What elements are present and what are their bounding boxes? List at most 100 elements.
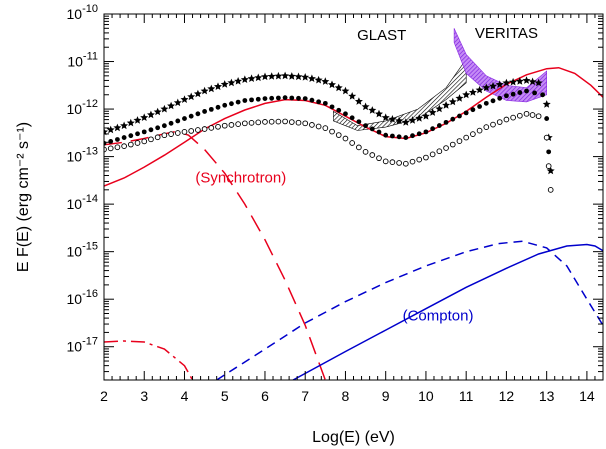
star-marker [307,74,316,82]
star-marker [468,88,477,96]
star-marker [200,86,209,95]
dot-marker [497,95,503,101]
dot-marker [202,109,208,114]
star-marker [160,104,169,113]
band-hatched-violet [453,28,547,103]
dot-marker [443,119,449,125]
circle-marker [228,122,235,128]
dot-marker [477,104,482,109]
star-marker [408,116,417,124]
circle-marker [315,123,322,130]
x-tick-label: 4 [181,388,189,404]
dot-marker [182,116,187,121]
dot-marker [175,118,181,124]
circle-marker [529,112,536,118]
annotation-label: (Compton) [403,308,474,325]
y-tick-label: 10-15 [67,241,98,260]
circle-marker [496,119,503,125]
star-marker [287,72,296,80]
star-marker [173,98,182,107]
series-markers-dots [104,88,552,155]
x-tick-label: 6 [261,388,269,404]
circle-marker [342,135,349,142]
circle-marker [107,145,114,152]
star-marker [193,89,202,98]
y-tick-label: 10-16 [67,288,98,307]
dot-marker [242,98,248,103]
dot-marker [343,111,348,117]
dot-marker [229,101,234,107]
dot-marker [195,111,201,117]
circle-marker [516,112,523,119]
circle-marker [268,118,275,125]
star-marker [435,104,444,113]
star-marker [401,118,410,126]
labels-layer: 2 3 4 5 6 7 8 9 10 11 12 13 14 10-10 10-11 10-12 10-13 10… [15,3,595,446]
star-marker [375,109,383,118]
circle-marker [148,136,154,143]
star-marker [274,71,283,80]
star-marker [368,106,377,114]
circle-marker [241,120,248,127]
star-marker [294,72,303,81]
star-marker [502,78,511,87]
dot-marker [148,127,154,133]
dot-marker [546,149,552,155]
dot-marker [490,98,496,104]
dot-marker [410,133,415,139]
circle-marker [436,148,443,155]
circle-marker [356,144,362,151]
star-marker [153,107,162,116]
dot-marker [282,95,288,101]
star-marker [428,108,437,116]
star-marker [475,85,484,94]
dot-marker [416,131,422,137]
circle-marker [335,132,342,138]
dot-marker [316,99,322,105]
star-marker [321,77,330,85]
circle-marker [322,125,329,131]
circle-marker [215,123,221,130]
series-markers-stars [104,71,555,175]
star-marker [361,102,370,111]
dot-marker [302,96,308,102]
circle-marker [141,138,148,145]
star-marker [522,76,531,84]
y-tick-label: 10-13 [67,146,98,165]
circle-marker [168,131,174,137]
circle-marker [104,146,107,153]
circle-marker [161,132,168,139]
circle-marker [329,128,335,135]
star-marker [348,92,357,100]
circle-marker [409,158,416,165]
star-marker [381,113,390,121]
dot-marker [269,95,275,101]
circle-marker [429,151,436,158]
circle-marker [188,128,195,134]
dot-marker [430,126,436,132]
star-marker [180,95,189,103]
star-marker [509,77,518,86]
x-tick-label: 9 [382,388,390,404]
dot-marker [524,88,529,94]
circle-marker [362,148,369,155]
dot-marker [483,100,489,106]
series-line-2 [104,340,194,380]
dot-marker [155,125,161,131]
x-tick-label: 12 [499,388,515,404]
star-marker [147,110,155,119]
y-tick-label: 10-11 [67,51,98,70]
dot-marker [329,104,335,110]
dot-marker [215,104,221,110]
dot-marker [108,138,114,144]
star-marker [489,81,497,90]
star-marker [528,77,537,86]
dot-marker [262,96,268,102]
star-marker [104,127,108,136]
dot-marker [255,96,261,102]
dot-marker [436,123,442,128]
circle-marker [181,129,188,135]
circle-marker [302,120,309,127]
dot-marker [423,129,429,135]
dot-marker [376,129,382,135]
